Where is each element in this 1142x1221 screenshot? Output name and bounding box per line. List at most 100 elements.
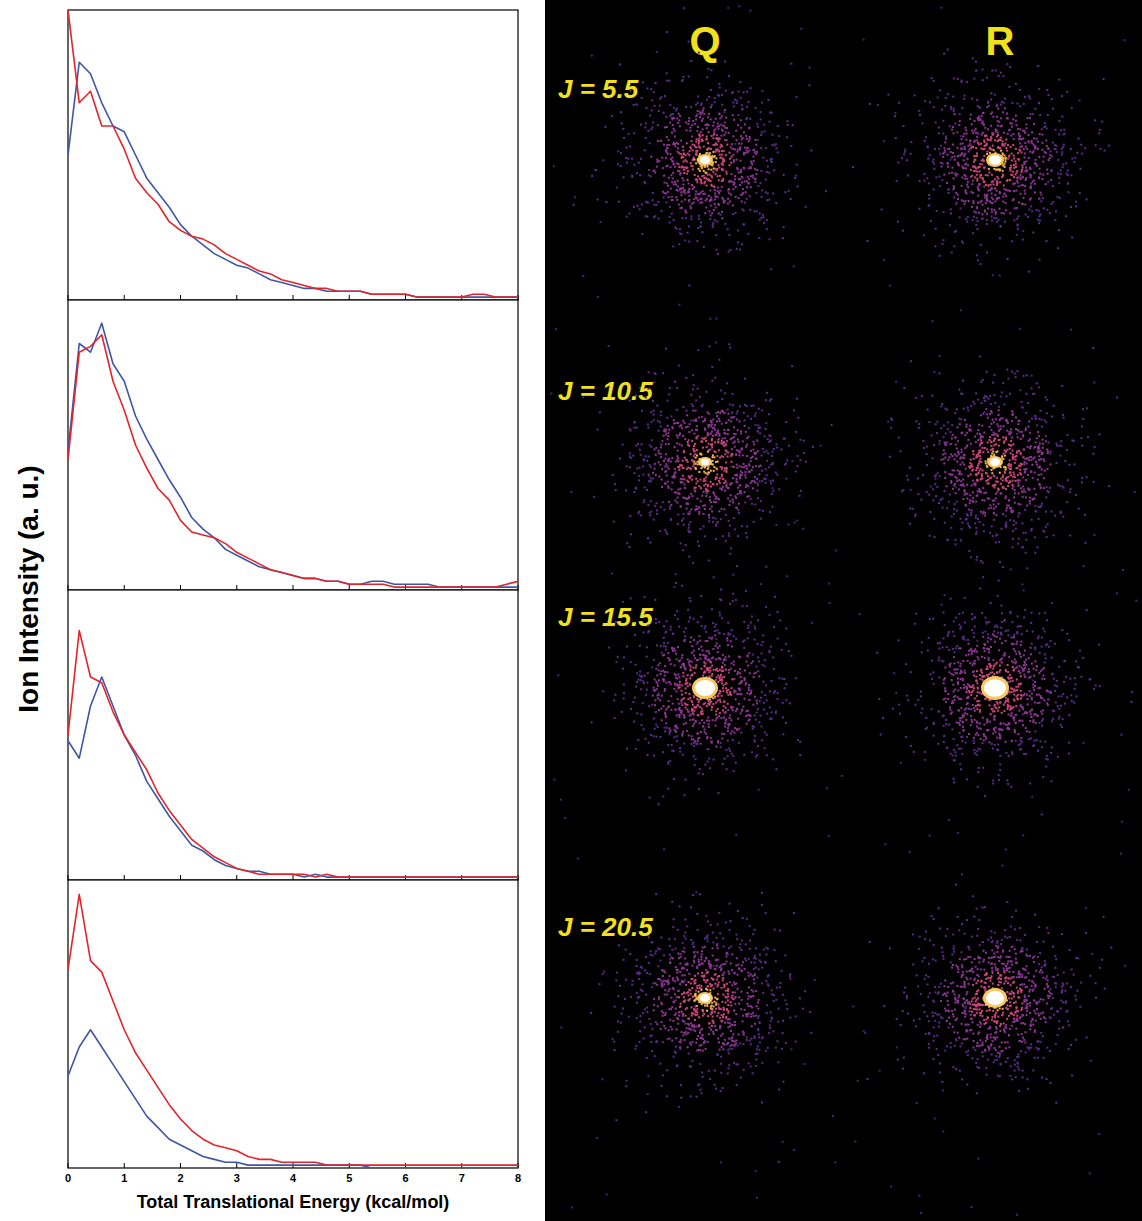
- speckle: [608, 345, 610, 347]
- ion-pixel: [683, 190, 685, 192]
- ion-pixel: [980, 174, 982, 176]
- speckle: [582, 275, 584, 277]
- ion-pixel: [626, 147, 628, 149]
- speckle: [550, 392, 552, 394]
- ion-pixel: [712, 226, 714, 228]
- ion-pixel: [1058, 177, 1060, 179]
- ion-pixel: [690, 60, 692, 62]
- speckle: [1031, 375, 1033, 377]
- ion-pixel: [652, 199, 654, 201]
- speckle: [1051, 602, 1053, 604]
- ion-pixel: [787, 120, 789, 122]
- speckle: [940, 7, 942, 9]
- ion-pixel: [992, 198, 994, 200]
- ion-pixel: [677, 186, 679, 188]
- ion-pixel: [1005, 195, 1007, 197]
- ion-pixel: [715, 118, 717, 120]
- ion-pixel: [1046, 169, 1048, 171]
- ion-pixel: [867, 240, 869, 242]
- ion-pixel: [746, 91, 748, 93]
- ion-pixel: [963, 200, 965, 202]
- ion-pixel: [660, 140, 662, 142]
- ion-pixel: [723, 125, 725, 127]
- speckle: [1005, 515, 1007, 517]
- ion-pixel: [732, 135, 734, 137]
- ion-pixel: [762, 216, 764, 218]
- ion-pixel: [970, 176, 972, 178]
- ion-pixel: [1000, 137, 1002, 139]
- ion-pixel: [718, 192, 720, 194]
- ion-pixel: [734, 182, 736, 184]
- ion-pixel: [950, 108, 952, 110]
- ion-pixel: [657, 124, 659, 126]
- ion-pixel: [1026, 127, 1028, 129]
- ion-pixel: [691, 136, 693, 138]
- speckle: [647, 1075, 649, 1077]
- ion-pixel: [700, 140, 702, 142]
- ion-pixel: [1058, 182, 1060, 184]
- ion-pixel: [1000, 150, 1002, 152]
- ion-pixel: [1007, 118, 1009, 120]
- ion-pixel: [1032, 113, 1034, 115]
- ion-pixel: [755, 192, 757, 194]
- speckle: [678, 1106, 680, 1108]
- ion-pixel: [690, 162, 692, 164]
- speckle: [890, 1185, 892, 1187]
- ion-pixel: [683, 161, 685, 163]
- speckle: [1031, 796, 1033, 798]
- speckle: [950, 159, 952, 161]
- ion-pixel: [943, 53, 945, 55]
- ion-pixel: [1033, 123, 1035, 125]
- ion-pixel: [760, 118, 762, 120]
- ion-pixel: [986, 195, 988, 197]
- ion-pixel: [976, 99, 978, 101]
- speckle: [929, 834, 931, 836]
- ion-pixel: [1103, 78, 1105, 80]
- ion-pixel: [734, 175, 736, 177]
- ion-pixel: [996, 116, 998, 118]
- ion-pixel: [956, 202, 958, 204]
- ion-pixel: [738, 197, 740, 199]
- ion-pixel: [981, 115, 983, 117]
- ion-pixel: [1038, 88, 1040, 90]
- ion-pixel: [693, 157, 695, 159]
- ion-pixel: [686, 161, 688, 163]
- ion-pixel: [1060, 129, 1062, 131]
- ion-pixel: [964, 203, 966, 205]
- speckle: [841, 775, 843, 777]
- ion-pixel: [1015, 148, 1017, 150]
- ion-pixel: [685, 106, 687, 108]
- ion-pixel: [758, 185, 760, 187]
- speckle: [793, 1149, 795, 1151]
- ion-pixel: [670, 188, 672, 190]
- ion-pixel: [1000, 72, 1002, 74]
- ion-pixel: [979, 183, 981, 185]
- ion-pixel: [748, 178, 750, 180]
- ion-pixel: [663, 175, 665, 177]
- ion-pixel: [669, 122, 671, 124]
- ion-pixel: [659, 105, 661, 107]
- speckle: [732, 574, 734, 576]
- ion-pixel: [750, 161, 752, 163]
- ion-pixel: [1036, 209, 1038, 211]
- ion-pixel: [1024, 142, 1026, 144]
- ion-pixel: [753, 210, 755, 212]
- ion-pixel: [935, 228, 937, 230]
- ion-pixel: [983, 181, 985, 183]
- ion-pixel: [727, 203, 729, 205]
- ion-pixel: [1020, 174, 1022, 176]
- speckle: [564, 817, 566, 819]
- ion-pixel: [1075, 201, 1077, 203]
- ion-pixel: [1017, 182, 1019, 184]
- ion-pixel: [805, 206, 807, 208]
- ion-pixel: [644, 126, 646, 128]
- ion-pixel: [707, 174, 709, 176]
- ion-pixel: [745, 191, 747, 193]
- ion-pixel: [688, 285, 690, 287]
- speckle: [804, 1063, 806, 1065]
- ion-pixel: [1017, 228, 1019, 230]
- ion-pixel: [749, 136, 751, 138]
- ion-pixel: [682, 187, 684, 189]
- ion-pixel: [720, 124, 722, 126]
- ion-pixel: [1051, 203, 1053, 205]
